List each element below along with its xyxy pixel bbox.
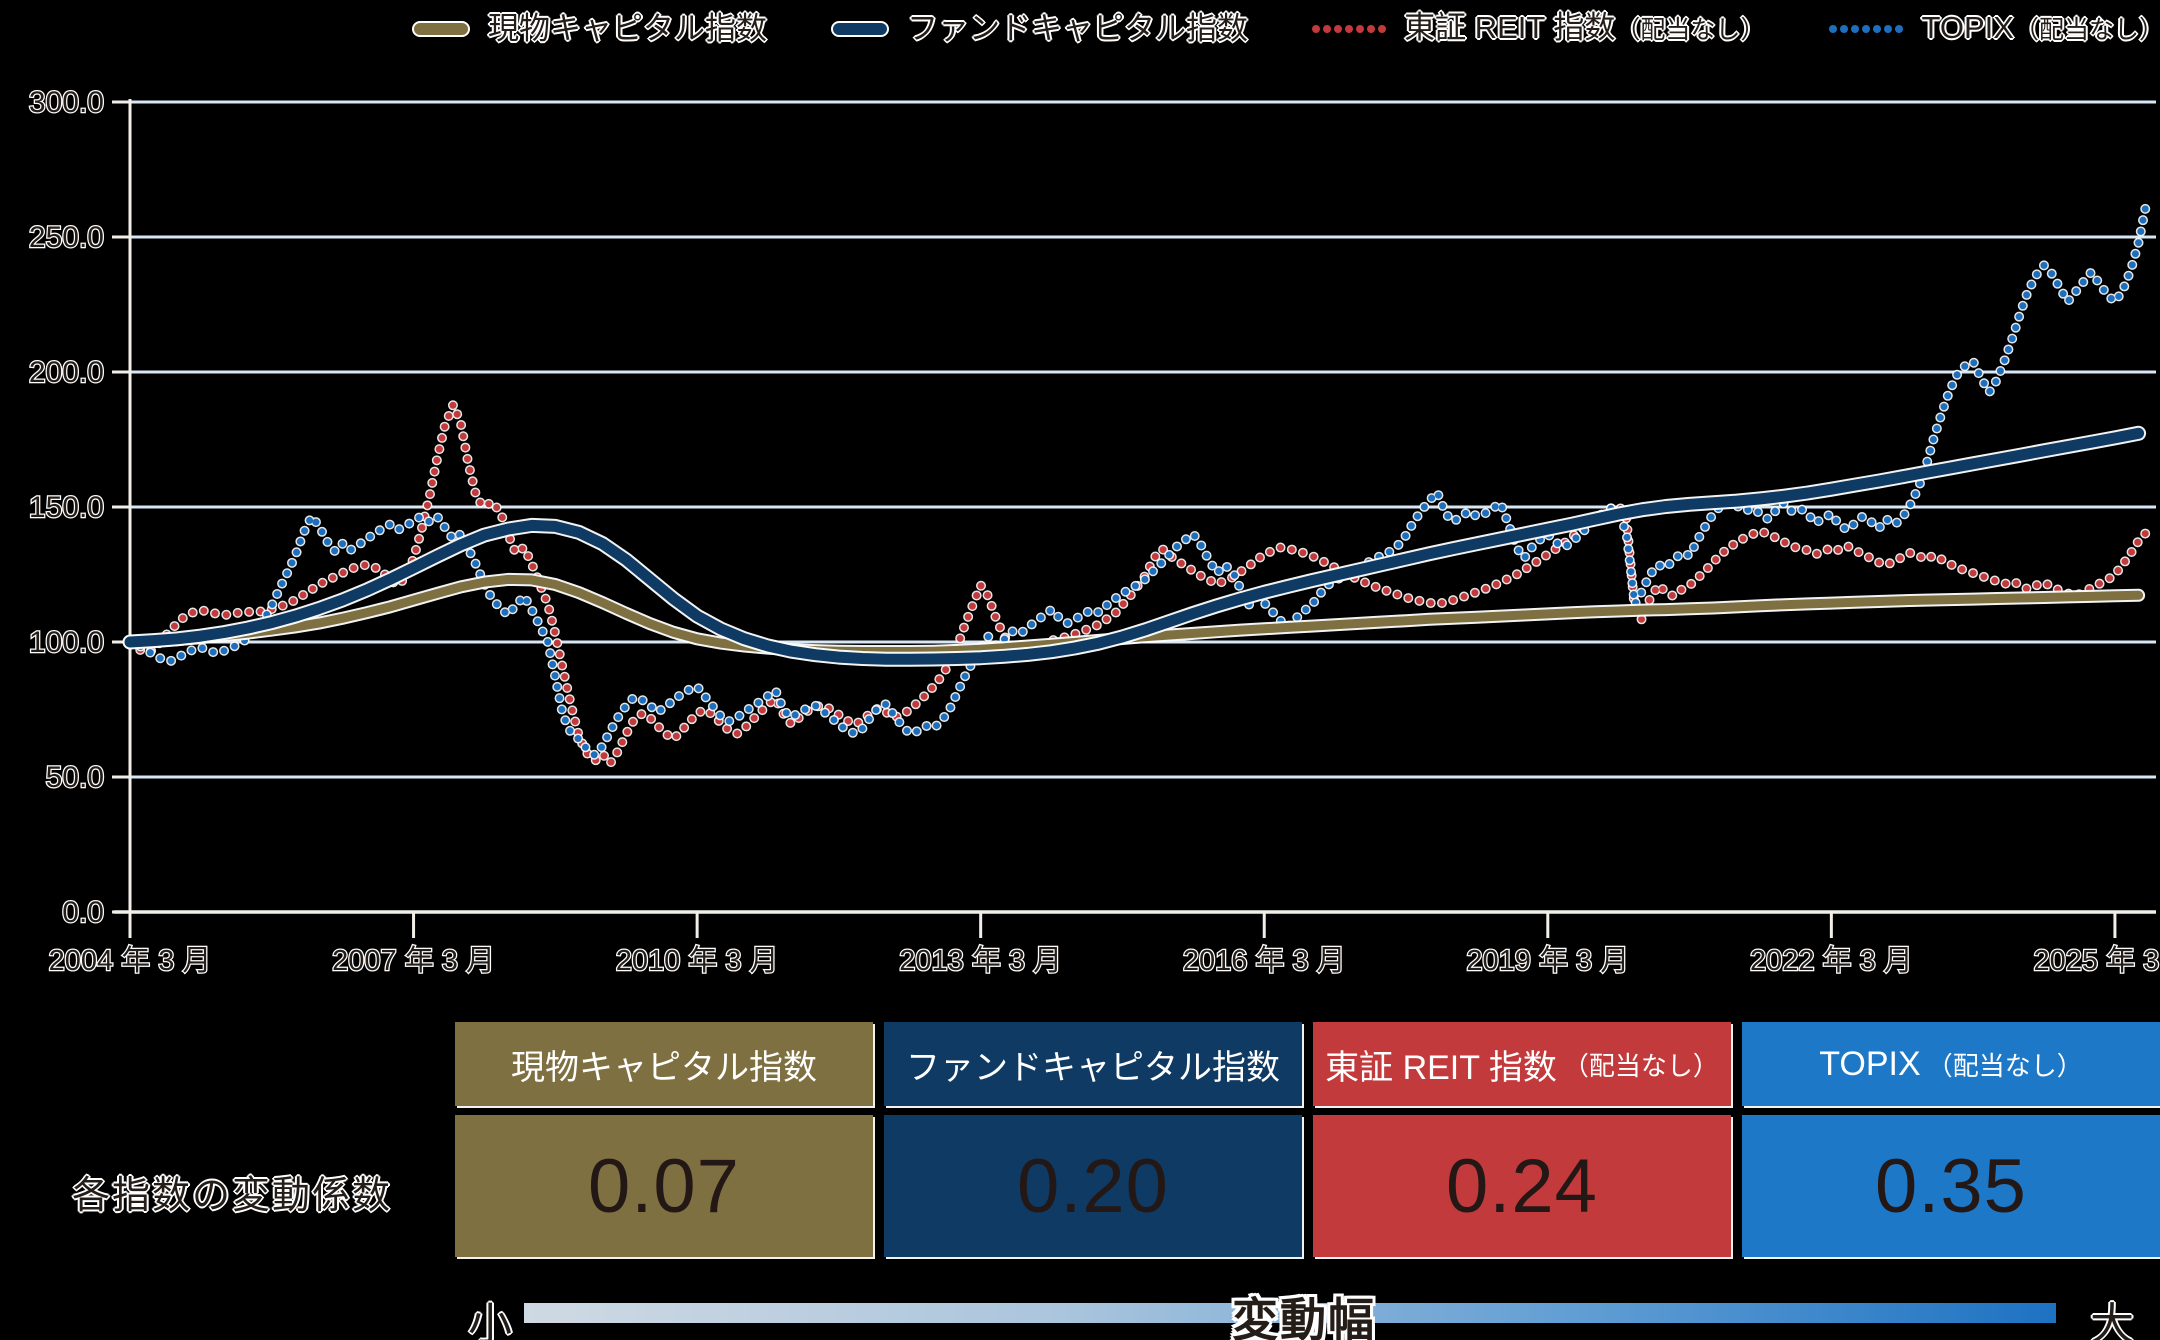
coefficient-table: 現物キャピタル指数 ファンドキャピタル指数 東証 REIT 指数 （配当なし） TOPI…: [455, 1022, 2160, 1257]
table-header-label: TOPIX: [1819, 1044, 1921, 1083]
table-header-label: 東証 REIT 指数: [1325, 1048, 1557, 1087]
y-tick-label: 100.0: [29, 626, 104, 659]
legend-label: TOPIX（配当なし）: [1921, 7, 2160, 51]
x-tick-label: 2010 年 3 月: [616, 944, 779, 977]
legend-dot-icon: [1895, 25, 1904, 33]
legend-item-2: 現物キャピタル指数: [412, 8, 767, 50]
legend-label-paren: （配当なし）: [1615, 16, 1766, 44]
legend-dot-icon: [1829, 25, 1838, 33]
legend-line-swatch: [412, 21, 470, 37]
legend-dot-icon: [1862, 25, 1871, 33]
legend-dot-icon: [1873, 25, 1882, 33]
legend-dots-swatch: [1312, 25, 1387, 33]
chart-svg: 0.0 50.0 100.0 150.0 200.0 250.0 300.0 2004 年 3…: [28, 85, 2160, 979]
legend-label: 東証 REIT 指数（配当なし）: [1404, 10, 1766, 45]
x-tick-label: 2007 年 3 月: [332, 944, 495, 977]
table-header-label: 現物キャピタル指数: [511, 1048, 817, 1087]
range-gradient-bar: [524, 1303, 2056, 1323]
scale-big-label: 大: [2090, 1300, 2134, 1340]
legend-item-1: TOPIX（配当なし）: [1829, 7, 2160, 51]
legend-label-paren: （配当なし）: [2013, 16, 2160, 44]
chart-legend: 現物キャピタル指数 ファンドキャピタル指数 東証 REIT 指数（配当なし） TOPI…: [412, 8, 2160, 50]
legend-label: 現物キャピタル指数: [488, 11, 767, 46]
series-line-3: [124, 427, 2145, 665]
legend-dot-icon: [1840, 25, 1849, 33]
legend-line-swatch: [831, 21, 890, 37]
legend-dot-icon: [1378, 25, 1387, 33]
legend-item-0: 東証 REIT 指数（配当なし）: [1312, 7, 1765, 51]
x-tick-label: 2013 年 3 月: [899, 944, 1062, 977]
legend-label: ファンドキャピタル指数: [907, 11, 1249, 46]
table-header-label: ファンドキャピタル指数: [906, 1048, 1280, 1087]
y-tick-label: 300.0: [29, 86, 104, 119]
table-header-paren: （配当なし）: [1562, 1050, 1719, 1081]
y-tick-label: 0.0: [62, 896, 104, 929]
legend-dot-icon: [1345, 25, 1354, 33]
legend-dot-icon: [1367, 25, 1376, 33]
range-bar-label: 変動幅: [1232, 1294, 1376, 1340]
legend-dot-icon: [1884, 25, 1893, 33]
x-tick-label: 2004 年 3 月: [49, 944, 212, 977]
table-value-2: 0.24: [1313, 1115, 1731, 1257]
x-tick-label: 2025 年 3 月: [2034, 944, 2160, 977]
table-row-label: 各指数の変動係数: [72, 1175, 393, 1217]
legend-dot-icon: [1356, 25, 1365, 33]
table-value-3: 0.35: [1742, 1115, 2160, 1257]
legend-dots-swatch: [1829, 25, 1904, 33]
table-value-0: 0.07: [455, 1115, 873, 1257]
table-value-1: 0.20: [884, 1115, 1302, 1257]
y-tick-label: 150.0: [29, 491, 104, 524]
table-header-3: TOPIX （配当なし）: [1742, 1022, 2160, 1106]
x-tick-label: 2019 年 3 月: [1466, 944, 1629, 977]
y-tick-label: 50.0: [46, 761, 104, 794]
x-tick-label: 2016 年 3 月: [1183, 944, 1346, 977]
y-tick-label: 200.0: [29, 356, 104, 389]
table-header-0: 現物キャピタル指数: [455, 1022, 873, 1106]
scale-small-label: 小: [468, 1300, 512, 1340]
legend-dot-icon: [1851, 25, 1860, 33]
table-header-1: ファンドキャピタル指数: [884, 1022, 1302, 1106]
legend-dot-icon: [1323, 25, 1332, 33]
legend-dot-icon: [1334, 25, 1343, 33]
legend-item-3: ファンドキャピタル指数: [831, 8, 1248, 50]
table-header-2: 東証 REIT 指数 （配当なし）: [1313, 1022, 1731, 1106]
x-tick-label: 2022 年 3 月: [1750, 944, 1913, 977]
y-tick-label: 250.0: [29, 221, 104, 254]
legend-dot-icon: [1312, 25, 1321, 33]
table-header-paren: （配当なし）: [1926, 1050, 2083, 1081]
